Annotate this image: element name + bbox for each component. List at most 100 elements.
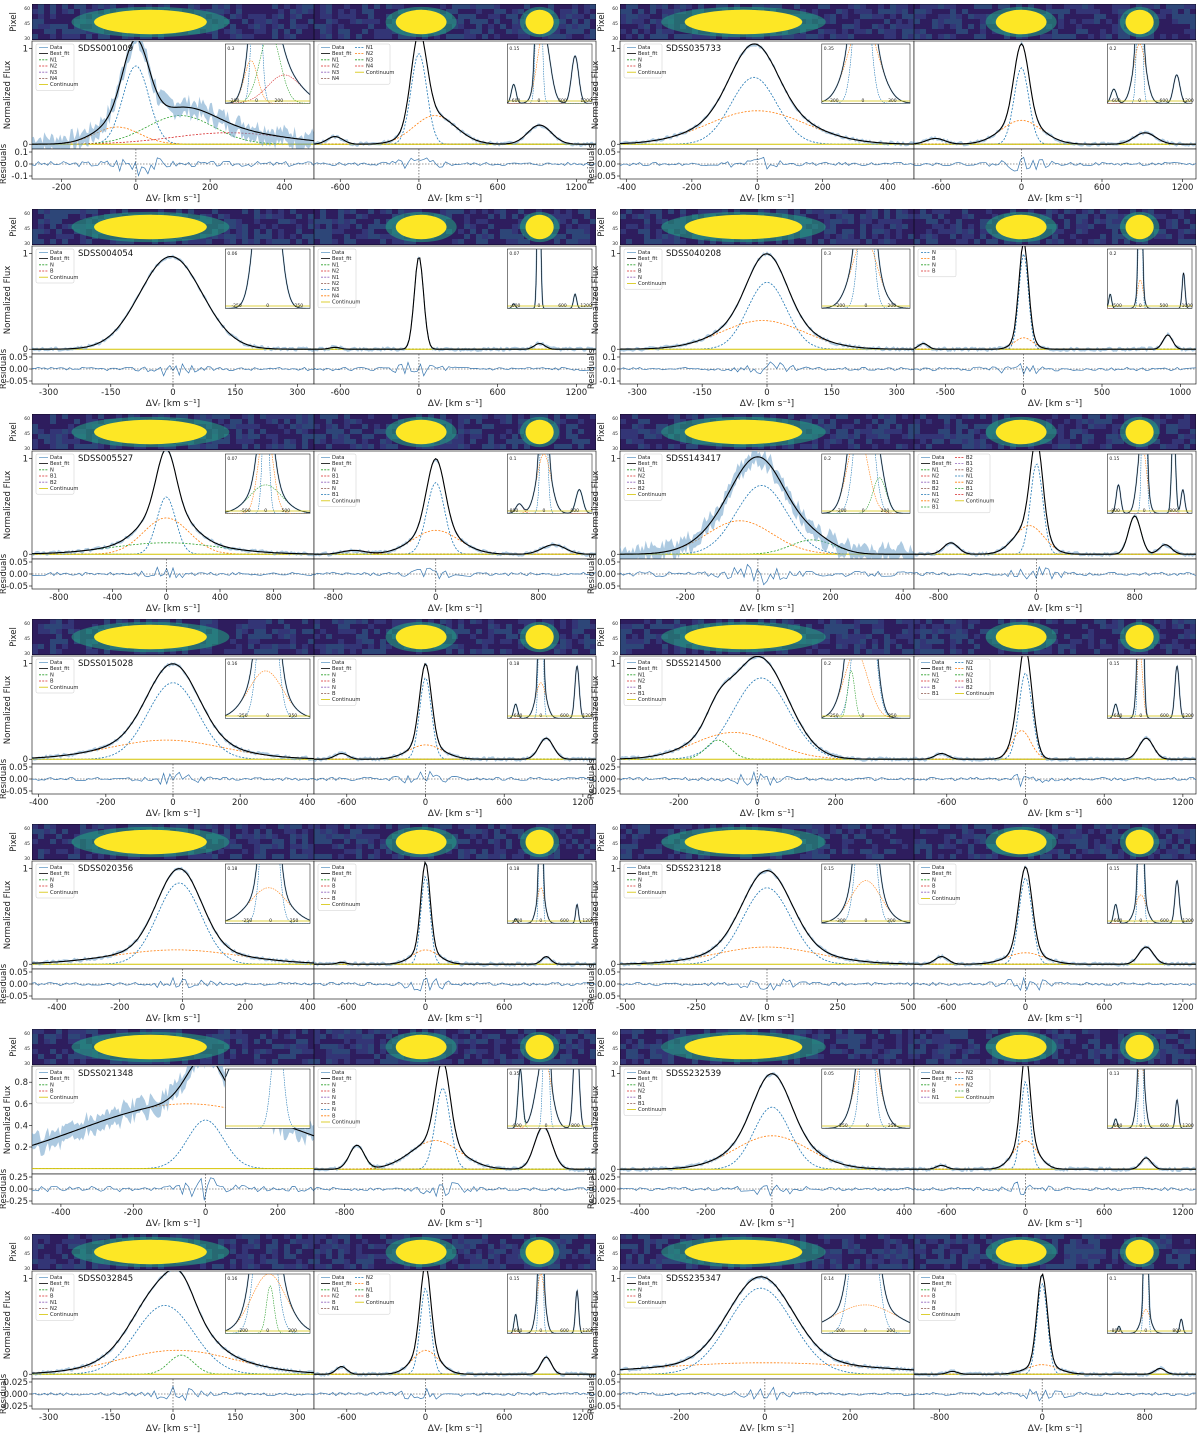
image-noise bbox=[794, 444, 800, 449]
image-noise bbox=[32, 4, 38, 9]
image-noise bbox=[1172, 419, 1178, 424]
image-noise bbox=[836, 424, 842, 429]
image-noise bbox=[632, 239, 638, 244]
image-noise bbox=[272, 209, 278, 214]
image-noise bbox=[320, 9, 326, 14]
image-noise bbox=[668, 419, 674, 424]
x-tick-label: 200 bbox=[202, 183, 218, 193]
image-noise bbox=[278, 24, 284, 29]
image-noise bbox=[518, 444, 524, 449]
image-noise bbox=[362, 424, 368, 429]
image-noise bbox=[470, 209, 476, 214]
emission-line-blob bbox=[1126, 215, 1154, 239]
image-noise bbox=[884, 219, 890, 224]
pixel-image bbox=[620, 4, 914, 40]
image-noise bbox=[578, 424, 584, 429]
image-noise bbox=[1184, 424, 1190, 429]
image-noise bbox=[980, 214, 986, 219]
image-noise bbox=[290, 224, 296, 229]
legend-label: N1 bbox=[332, 275, 339, 281]
image-noise bbox=[278, 209, 284, 214]
image-noise bbox=[842, 419, 848, 424]
image-noise bbox=[332, 429, 338, 434]
image-noise bbox=[674, 4, 680, 9]
velocity-axis-label: ΔVᵣ [km s⁻¹] bbox=[146, 194, 200, 204]
image-noise bbox=[332, 419, 338, 424]
image-noise bbox=[1166, 4, 1172, 9]
image-noise bbox=[476, 434, 482, 439]
pixel-image bbox=[32, 414, 314, 450]
image-noise bbox=[98, 239, 104, 244]
image-noise bbox=[572, 219, 578, 224]
image-noise bbox=[1160, 19, 1166, 24]
image-noise bbox=[650, 434, 656, 439]
inset-x-tick-label: 200 bbox=[888, 303, 897, 309]
image-noise bbox=[278, 444, 284, 449]
image-noise bbox=[350, 424, 356, 429]
image-noise bbox=[1118, 4, 1124, 9]
image-noise bbox=[794, 209, 800, 214]
image-noise bbox=[848, 439, 854, 444]
image-noise bbox=[818, 439, 824, 444]
image-noise bbox=[260, 219, 266, 224]
image-noise bbox=[32, 419, 38, 424]
image-noise bbox=[956, 414, 962, 419]
image-noise bbox=[866, 19, 872, 24]
image-noise bbox=[650, 429, 656, 434]
image-noise bbox=[980, 239, 986, 244]
image-noise bbox=[650, 29, 656, 34]
image-noise bbox=[674, 239, 680, 244]
image-noise bbox=[1082, 24, 1088, 29]
image-noise bbox=[464, 434, 470, 439]
image-noise bbox=[872, 34, 878, 39]
image-noise bbox=[908, 414, 914, 419]
image-noise bbox=[242, 219, 248, 224]
image-noise bbox=[290, 214, 296, 219]
image-noise bbox=[1052, 4, 1058, 9]
image-noise bbox=[308, 19, 314, 24]
image-noise bbox=[932, 419, 938, 424]
image-noise bbox=[1160, 29, 1166, 34]
image-noise bbox=[386, 239, 392, 244]
image-noise bbox=[380, 234, 386, 239]
image-noise bbox=[1052, 29, 1058, 34]
image-noise bbox=[296, 439, 302, 444]
image-noise bbox=[464, 219, 470, 224]
image-noise bbox=[1064, 9, 1070, 14]
image-noise bbox=[374, 234, 380, 239]
residuals-axis-label: Residuals bbox=[0, 348, 9, 389]
image-noise bbox=[1076, 239, 1082, 244]
image-noise bbox=[248, 9, 254, 14]
image-noise bbox=[110, 414, 116, 419]
image-noise bbox=[470, 434, 476, 439]
image-noise bbox=[368, 209, 374, 214]
image-noise bbox=[854, 224, 860, 229]
image-noise bbox=[74, 4, 80, 9]
image-noise bbox=[326, 419, 332, 424]
image-noise bbox=[950, 34, 956, 39]
image-noise bbox=[1088, 19, 1094, 24]
image-noise bbox=[1076, 224, 1082, 229]
image-noise bbox=[788, 444, 794, 449]
image-noise bbox=[1100, 414, 1106, 419]
image-noise bbox=[248, 214, 254, 219]
image-noise bbox=[1172, 439, 1178, 444]
velocity-axis-label: ΔVᵣ [km s⁻¹] bbox=[428, 604, 482, 614]
y-tick-label: 1 bbox=[23, 250, 28, 260]
image-noise bbox=[332, 234, 338, 239]
image-noise bbox=[302, 434, 308, 439]
legend-label: Continuum bbox=[332, 498, 360, 504]
image-noise bbox=[1172, 9, 1178, 14]
image-noise bbox=[566, 424, 572, 429]
image-noise bbox=[302, 34, 308, 39]
pixel-image bbox=[914, 209, 1196, 245]
image-noise bbox=[1052, 234, 1058, 239]
image-noise bbox=[854, 209, 860, 214]
image-noise bbox=[1112, 24, 1118, 29]
image-noise bbox=[632, 209, 638, 214]
image-noise bbox=[872, 29, 878, 34]
image-noise bbox=[560, 29, 566, 34]
image-noise bbox=[896, 14, 902, 19]
galaxy-name: SDSS035733 bbox=[666, 44, 721, 54]
image-noise bbox=[686, 444, 692, 449]
